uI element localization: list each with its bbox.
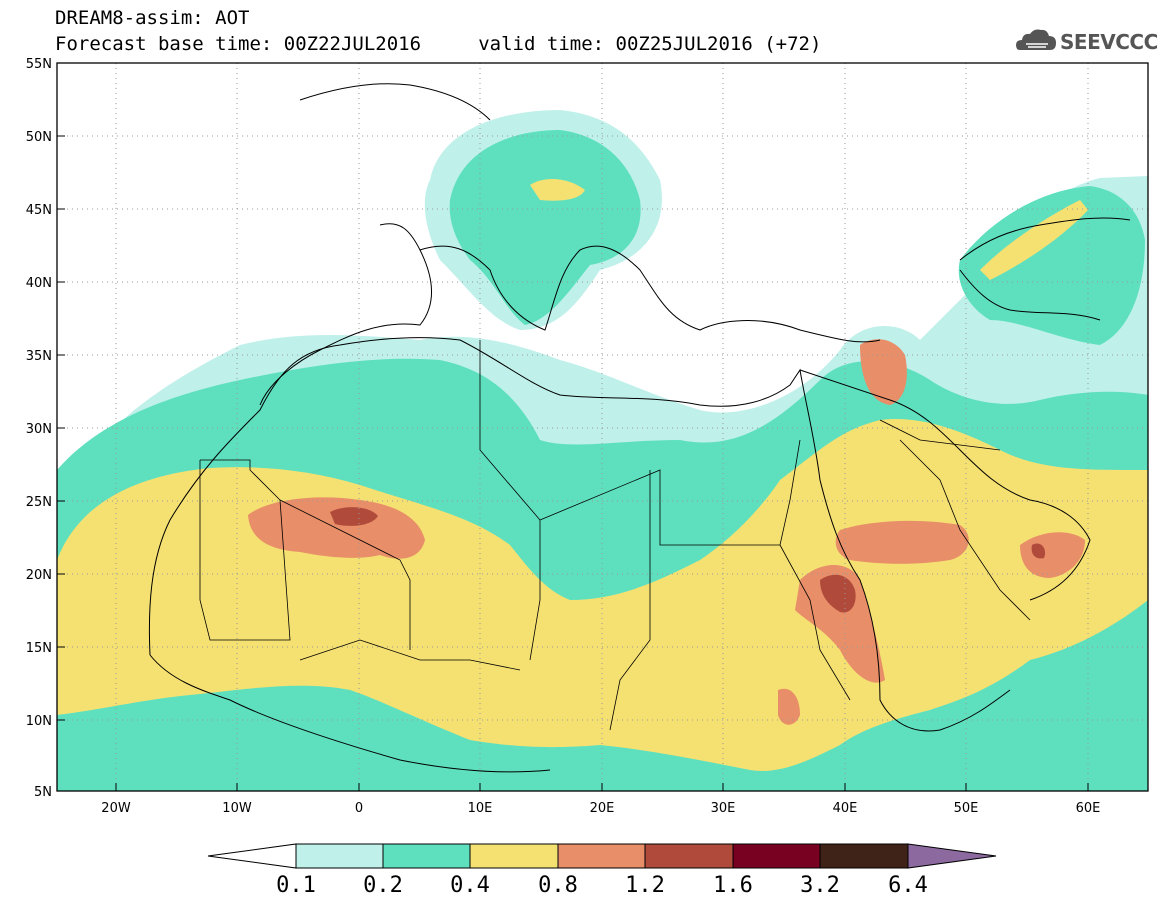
colorbar-labels: 0.1 0.2 0.4 0.8 1.2 1.6 3.2 6.4 [276,873,928,898]
aot-region-0.2-europe [449,130,641,325]
colorbar-bin [732,843,821,869]
chart-subtitle-times: Forecast base time: 00Z22JUL2016 valid t… [55,33,822,55]
colorbar-bin [469,843,559,869]
lat-label: 35N [26,349,52,364]
cloud-icon [1016,29,1056,50]
colorbar-label: 1.2 [625,873,665,898]
lon-label: 10E [468,801,493,816]
lat-label: 45N [26,203,52,218]
lon-label: 10W [222,801,252,816]
colorbar-bin [295,843,384,869]
aot-region-0.2-caspian [958,186,1145,345]
aot-region-0.4-caspian [980,200,1088,280]
lat-label: 55N [26,57,52,72]
colorbar-bin [557,843,646,869]
lon-label: 20W [101,801,131,816]
aot-region-1.2-oman [1031,543,1046,559]
colorbar-label: 0.8 [538,873,578,898]
lon-label: 60E [1076,801,1101,816]
colorbar-high-arrow [907,843,997,869]
colorbar-label: 0.2 [363,873,403,898]
lat-label: 5N [34,785,52,800]
colorbar-bin [644,843,734,869]
aot-region-0.8-arabia [835,520,969,564]
lon-label: 30E [711,801,736,816]
aot-region-0.8-redsea [795,565,885,683]
colorbar-label: 0.4 [450,873,490,898]
lon-labels: 20W 10W 0 10E 20E 30E 40E 50E 60E [101,801,1100,816]
aot-region-1.2-redsea [820,574,856,613]
lat-label: 40N [26,276,52,291]
logo-text: SEEVCCC [1060,30,1158,54]
aot-region-0.8-ethiopia [778,688,800,725]
lon-label: 0 [355,801,363,816]
graticule [57,63,1148,791]
colorbar-label: 3.2 [800,873,840,898]
colorbar-label: 0.1 [276,873,316,898]
colorbar-label: 1.6 [713,873,753,898]
colorbar-bin [382,843,471,869]
colorbar-bin [819,843,909,869]
lat-label: 50N [26,130,52,145]
lat-label: 30N [26,422,52,437]
colorbar-label: 6.4 [888,873,928,898]
chart-title: DREAM8-assim: AOT [55,7,250,29]
lat-labels: 55N 50N 45N 40N 35N 30N 25N 20N 15N 10N … [26,57,52,800]
colorbar-low-arrow [207,843,297,869]
aot-region-1.2-sahara [330,507,378,526]
axis-ticks [57,135,1089,791]
borders [199,340,1031,731]
coastlines [148,83,1131,773]
lon-label: 50E [954,801,979,816]
aot-region-0.8-iraq [860,339,907,405]
lat-label: 10N [26,714,52,729]
lat-label: 20N [26,568,52,583]
lon-label: 40E [833,801,858,816]
aot-region-0.4-italy [530,178,585,201]
lat-label: 25N [26,495,52,510]
lat-label: 15N [26,641,52,656]
lon-label: 20E [590,801,615,816]
colorbar [207,843,997,869]
